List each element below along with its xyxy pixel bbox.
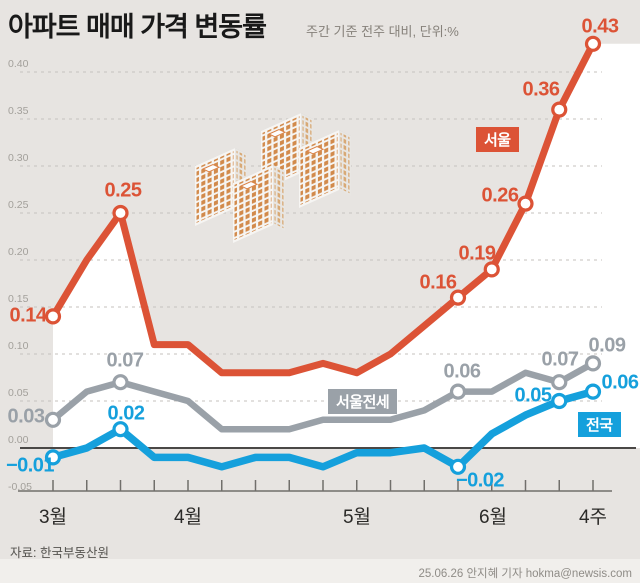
- x-month-label: 4주: [578, 507, 608, 528]
- seoul-jeonse-line-point: [551, 374, 568, 391]
- y-tick-label: -0.05: [8, 481, 32, 493]
- y-tick-label: 0.05: [8, 387, 29, 399]
- seoul-jeonse-line-point: [449, 383, 467, 400]
- series-tag-national: 전국: [578, 412, 621, 437]
- data-label-seoul: 0.25: [104, 179, 142, 202]
- national-line-point: [112, 421, 129, 438]
- data-label-jeonse: 0.07: [106, 349, 144, 372]
- data-label-jeonse: 0.03: [7, 405, 45, 428]
- seoul-jeonse-line-point: [584, 355, 602, 372]
- seoul-line-point: [584, 35, 602, 52]
- data-label-national: −0.02: [455, 469, 505, 492]
- seoul-line-point: [449, 289, 467, 306]
- data-label-national: −0.01: [5, 454, 55, 477]
- area-fill-under-seoul-line: [53, 43, 640, 449]
- y-tick-label: 0.35: [8, 105, 29, 117]
- national-line-point: [44, 449, 62, 466]
- data-label-jeonse: 0.06: [443, 360, 481, 383]
- apartment-buildings-illustration: [194, 112, 352, 244]
- chart-background-layer: [18, 43, 640, 492]
- source-note: 자료: 한국부동산원: [10, 546, 109, 560]
- seoul-jeonse-line-point: [44, 411, 62, 428]
- data-label-national: 0.05: [514, 384, 552, 407]
- y-tick-label: 0.20: [8, 246, 29, 258]
- data-label-national: 0.02: [107, 402, 145, 425]
- national-line: [49, 387, 597, 471]
- reporter-credit: 25.06.26 안지혜 기자 hokma@newsis.com: [418, 568, 632, 580]
- chart-series-layer: [44, 35, 602, 475]
- seoul-line-point: [483, 261, 500, 278]
- y-tick-label: 0.25: [8, 199, 29, 211]
- x-month-label: 3월: [38, 507, 68, 528]
- x-month-label: 5월: [342, 507, 372, 528]
- seoul-line-point: [44, 308, 62, 325]
- x-month-label: 6월: [478, 507, 508, 528]
- data-label-seoul: 0.36: [522, 78, 560, 101]
- seoul-line-point: [517, 195, 534, 212]
- page-subtitle: 주간 기준 전주 대비, 단위:%: [306, 24, 459, 39]
- series-tag-seoul: 서울: [476, 127, 519, 152]
- footer-band: [0, 559, 640, 583]
- page-title: 아파트 매매 가격 변동률: [8, 12, 267, 42]
- data-label-jeonse: 0.07: [541, 348, 579, 371]
- y-tick-label: 0.30: [8, 152, 29, 164]
- y-tick-label: 0.15: [8, 293, 29, 305]
- data-label-seoul: 0.19: [458, 242, 496, 265]
- national-line-point: [551, 392, 568, 410]
- seoul-jeonse-line: [49, 360, 597, 433]
- data-label-seoul: 0.43: [581, 15, 619, 38]
- data-label-seoul: 0.26: [481, 184, 519, 207]
- y-tick-label: 0.40: [8, 58, 29, 70]
- national-line-point: [584, 383, 602, 400]
- y-tick-label: 0.10: [8, 340, 29, 352]
- seoul-line-point: [112, 204, 129, 222]
- data-label-national: 0.06: [601, 371, 639, 394]
- seoul-line-point: [551, 101, 568, 118]
- series-tag-seoul-jeonse: 서울전세: [328, 389, 398, 414]
- national-line-point: [449, 458, 467, 475]
- seoul-line: [49, 40, 597, 377]
- x-month-label: 4월: [173, 507, 203, 528]
- data-label-seoul: 0.16: [419, 271, 457, 294]
- data-label-seoul: 0.14: [9, 304, 47, 327]
- seoul-jeonse-line-point: [112, 374, 129, 391]
- data-label-jeonse: 0.09: [588, 334, 626, 357]
- y-tick-label: 0.00: [8, 434, 29, 446]
